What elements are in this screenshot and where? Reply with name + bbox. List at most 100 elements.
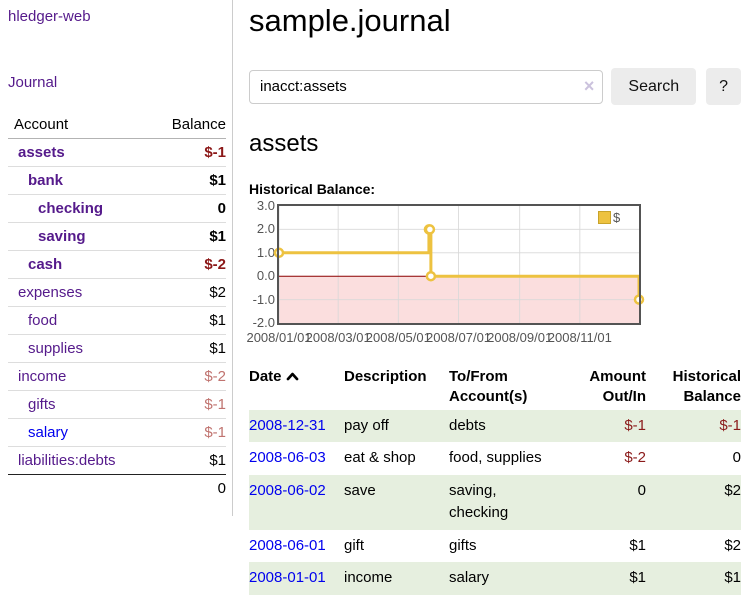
account-link[interactable]: liabilities:debts — [18, 452, 116, 469]
register-header-to-from[interactable]: To/From Account(s) — [449, 365, 567, 410]
clear-search-icon[interactable]: × — [583, 75, 595, 96]
transaction-accounts: salary — [449, 569, 490, 586]
transaction-row: 2008-06-03 eat & shop food, supplies $-2 0 — [249, 442, 741, 475]
header-label: Amount — [589, 368, 646, 385]
account-row: gifts $-1 — [8, 390, 226, 419]
account-balance: $1 — [152, 222, 226, 251]
transaction-description: eat & shop — [344, 449, 416, 466]
header-label: Description — [344, 368, 427, 385]
account-link[interactable]: cash — [28, 256, 63, 273]
transaction-date-link[interactable]: 2008-12-31 — [249, 416, 326, 434]
register-header-amount[interactable]: Amount Out/In — [567, 365, 646, 410]
historical-balance-chart: -2.0 -1.0 0.0 1.0 2.0 3.0 2008/01/01 2008/03/01… — [246, 198, 741, 348]
accounts-total-value: 0 — [152, 474, 226, 502]
x-axis-tick-label: 2008/07/01 — [425, 330, 492, 345]
transaction-amount: $-2 — [624, 449, 646, 466]
account-link[interactable]: assets — [18, 144, 65, 161]
account-link[interactable]: salary — [28, 424, 69, 441]
account-link[interactable]: checking — [38, 200, 104, 217]
transaction-description: income — [344, 569, 393, 586]
header-label: Date — [249, 368, 282, 385]
sidebar-item-journal[interactable]: Journal — [8, 74, 58, 91]
account-link[interactable]: income — [18, 368, 67, 385]
account-row: expenses $2 — [8, 278, 226, 307]
transaction-description: gift — [344, 536, 365, 554]
x-axis-tick-label: 2008/03/01 — [305, 330, 371, 345]
transaction-amount: 0 — [637, 481, 646, 499]
transaction-accounts: saving, checking — [449, 481, 509, 522]
y-axis-tick-label: 2.0 — [256, 221, 275, 237]
x-axis-tick-label: 2008/05/01 — [365, 330, 431, 345]
account-row: liabilities:debts $1 — [8, 446, 226, 475]
y-axis-tick-label: 3.0 — [256, 198, 275, 213]
account-balance: $1 — [152, 446, 226, 475]
transaction-date-link[interactable]: 2008-06-02 — [249, 481, 326, 499]
transaction-row: 2008-06-01 gift gifts $1 $2 — [249, 530, 741, 563]
account-row: supplies $1 — [8, 334, 226, 363]
header-label: Account(s) — [449, 388, 528, 406]
account-link[interactable]: gifts — [28, 396, 56, 413]
transaction-row: 2008-06-02 save saving, checking 0 $2 — [249, 474, 741, 530]
x-axis-tick-label: 2008/01/01 — [246, 330, 312, 345]
y-axis-tick-label: -1.0 — [252, 291, 275, 307]
legend-label: $ — [613, 210, 621, 225]
transaction-date-link[interactable]: 2008-06-03 — [249, 449, 326, 466]
account-balance: $-1 — [152, 390, 226, 419]
account-row: food $1 — [8, 306, 226, 335]
account-balance: $-1 — [152, 418, 226, 447]
account-row: saving $1 — [8, 222, 226, 251]
account-balance: $1 — [152, 166, 226, 195]
account-link[interactable]: saving — [38, 228, 86, 245]
account-balance: $-1 — [204, 144, 226, 161]
transaction-amount: $-1 — [624, 416, 646, 434]
page-title: sample.journal — [249, 3, 451, 38]
register-table: Date Description To/From Account(s) Amount Ou… — [249, 365, 741, 595]
search-button[interactable]: Search — [611, 68, 697, 105]
search-form: × Search ? — [249, 68, 741, 105]
header-label: Historical — [672, 368, 741, 385]
header-label: Balance — [683, 388, 741, 406]
y-axis-tick-label: 0.0 — [256, 268, 275, 284]
chart-plot-area — [273, 204, 645, 325]
transaction-description: save — [344, 481, 376, 499]
sort-ascending-icon — [286, 372, 298, 381]
transaction-accounts: debts — [449, 416, 486, 434]
search-box: × — [249, 69, 604, 104]
account-balance: $1 — [152, 306, 226, 335]
accounts-table: Account Balance assets $-1 bank $1 checking 0… — [8, 112, 226, 502]
help-button[interactable]: ? — [706, 68, 741, 105]
search-input[interactable] — [249, 69, 604, 104]
sidebar: hledger-web Journal Account Balance asse… — [0, 0, 233, 516]
header-label: To/From — [449, 368, 508, 385]
account-link[interactable]: bank — [28, 172, 64, 189]
account-balance: $-2 — [152, 362, 226, 391]
transaction-date-link[interactable]: 2008-06-01 — [249, 536, 326, 554]
account-row: salary $-1 — [8, 418, 226, 447]
transaction-amount: $1 — [629, 536, 646, 554]
transaction-amount: $1 — [629, 569, 646, 586]
account-balance: $-2 — [152, 250, 226, 279]
y-axis-tick-label: 1.0 — [256, 244, 275, 260]
register-header-date[interactable]: Date — [249, 365, 344, 410]
account-link[interactable]: food — [28, 312, 58, 329]
accounts-header-account: Account — [8, 112, 153, 139]
transaction-accounts: food, supplies — [449, 449, 542, 466]
account-link[interactable]: supplies — [28, 340, 84, 357]
transaction-date-link[interactable]: 2008-01-01 — [249, 569, 326, 586]
account-row: bank $1 — [8, 166, 226, 195]
brand-link[interactable]: hledger-web — [8, 8, 91, 25]
transaction-accounts: gifts — [449, 536, 477, 554]
account-balance: $1 — [152, 334, 226, 363]
account-heading: assets — [249, 130, 319, 157]
x-axis-tick-label: 2008/11/01 — [547, 330, 612, 345]
transaction-description: pay off — [344, 416, 389, 434]
account-link[interactable]: expenses — [18, 284, 83, 301]
account-balance: 0 — [152, 194, 226, 223]
register-header-description[interactable]: Description — [344, 365, 449, 410]
account-row: assets $-1 — [8, 139, 226, 167]
transaction-row: 2008-01-01 income salary $1 $1 — [249, 562, 741, 595]
x-axis-tick-label: 2008/09/01 — [487, 330, 553, 345]
register-header-historical[interactable]: Historical Balance — [646, 365, 741, 410]
main-content: sample.journal × Search ? assets Histori… — [246, 0, 741, 595]
